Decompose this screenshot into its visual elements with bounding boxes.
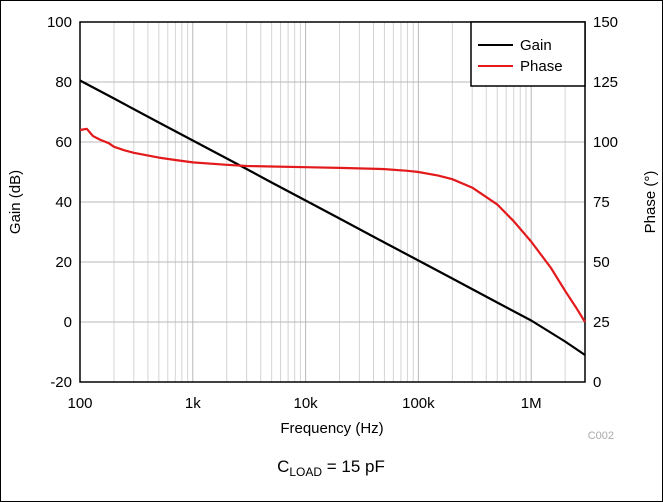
x-tick-label: 10k (293, 395, 318, 412)
y-axis-label: Gain (dB) (7, 170, 24, 234)
x-tick-label: 1M (521, 395, 542, 412)
series-group (79, 79, 586, 356)
series-line-gain (79, 79, 586, 356)
tick-labels: 100 1k 10k 100k 1M 100 80 60 40 20 0 -20 150 125 100 75… (47, 14, 618, 412)
caption-subscript: LOAD (289, 465, 322, 479)
y2-tick-label: 75 (593, 194, 610, 211)
y-tick-label: 20 (55, 254, 72, 271)
legend-box (470, 21, 586, 87)
y-tick-label: 100 (47, 14, 72, 31)
series-line-phase (79, 127, 586, 323)
legend-label-phase: Phase (520, 58, 563, 75)
legend: Gain Phase (470, 21, 586, 87)
y2-tick-label: 100 (593, 134, 618, 151)
y2-axis-label: Phase (°) (642, 171, 659, 234)
y-tick-label: 40 (55, 194, 72, 211)
grid (80, 22, 585, 382)
y-tick-label: 0 (64, 314, 72, 331)
plot-area (79, 21, 586, 383)
figure-code: C002 (588, 430, 614, 442)
y2-tick-label: 150 (593, 14, 618, 31)
caption-rest: = 15 pF (322, 457, 385, 476)
x-tick-label: 100k (402, 395, 435, 412)
y2-tick-label: 125 (593, 74, 618, 91)
y2-tick-label: 25 (593, 314, 610, 331)
x-tick-label: 1k (185, 395, 201, 412)
y2-tick-label: 50 (593, 254, 610, 271)
x-axis-label: Frequency (Hz) (280, 420, 383, 437)
caption-main: C (277, 457, 289, 476)
y2-tick-label: 0 (593, 374, 601, 391)
y-tick-label: 80 (55, 74, 72, 91)
x-tick-label: 100 (67, 395, 92, 412)
legend-label-gain: Gain (520, 37, 552, 54)
y-tick-label: -20 (50, 374, 72, 391)
y-tick-label: 60 (55, 134, 72, 151)
caption: CLOAD = 15 pF (277, 457, 385, 479)
